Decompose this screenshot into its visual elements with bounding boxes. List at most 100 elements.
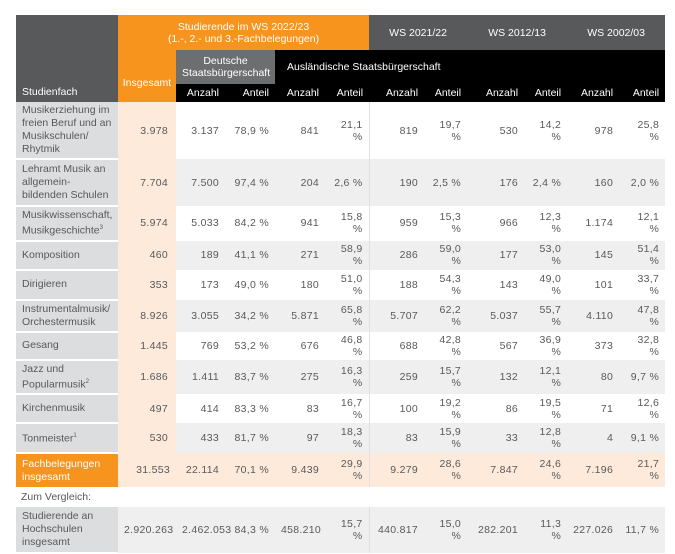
cell-anzahl: 1.174 xyxy=(585,217,614,230)
cell-anteil: 29,9 % xyxy=(325,453,370,487)
cell-anteil: 53,2 % xyxy=(234,339,269,352)
cell-insgesamt: 1.686 xyxy=(118,359,176,394)
cell-anzahl: 177 xyxy=(467,240,525,270)
cell-anteil: 83,7 % xyxy=(225,359,275,394)
cell-anzahl: 145 xyxy=(567,240,620,270)
row-label-text: Komposition xyxy=(22,248,80,261)
cell-anzahl: 80 xyxy=(567,359,620,394)
table-row: Komposition 460 189 41,1 % 271 58,9 % 286 59,0 … xyxy=(16,240,666,271)
cell-anteil: 84,3 % xyxy=(225,507,275,553)
cell-insgesamt: 5.974 xyxy=(118,206,176,241)
row-label-text: Fachbelegungen insgesamt xyxy=(22,457,101,483)
footnote-marker: 3 xyxy=(99,225,103,231)
cell-anzahl: 440.817 xyxy=(368,507,425,553)
cell-anzahl: 190 xyxy=(368,159,425,206)
row-label-text: Instrumentalmusik/ Orchestermusik xyxy=(22,302,111,328)
cell-anzahl: 282.201 xyxy=(467,507,525,553)
cell-anteil: 2,5 % xyxy=(424,159,468,206)
cell-anzahl: 688 xyxy=(368,331,425,360)
cell-anzahl: 530 xyxy=(499,124,519,137)
row-label: Fachbelegungen insgesamt xyxy=(16,453,118,487)
header-ws2012: WS 2012/13 xyxy=(467,15,568,50)
cell-anteil: 19,2 % xyxy=(439,396,462,421)
cell-anzahl: 966 xyxy=(499,217,519,230)
header-insgesamt: Insgesamt xyxy=(118,50,176,102)
cell-anteil: 15,9 % xyxy=(424,423,468,453)
cell-anzahl: 204 xyxy=(275,159,325,206)
cell-anteil: 11,3 % xyxy=(524,507,568,553)
cell-anteil: 97,4 % xyxy=(225,159,275,206)
cell-anteil: 81,7 % xyxy=(225,423,275,453)
cell-insgesamt: 460 xyxy=(118,240,176,270)
cell-anteil: 9,1 % xyxy=(619,423,666,453)
cell-anteil: 47,8 % xyxy=(619,299,666,332)
cell-anteil: 32,8 % xyxy=(637,333,660,358)
cell-insgesamt: 497 xyxy=(118,394,176,423)
subheader-anzahl: Anzahl xyxy=(275,84,325,102)
cell-anteil: 21,1 % xyxy=(340,118,363,143)
cell-anteil: 16,7 % xyxy=(340,396,363,421)
cell-anzahl: 86 xyxy=(505,402,519,415)
row-label: Komposition xyxy=(16,240,118,271)
cell-anteil: 83,3 % xyxy=(234,402,269,415)
row-label-text: Kirchenmusik xyxy=(22,402,86,414)
row-label: Musikwissenschaft, Musikgeschichte3 xyxy=(16,206,118,242)
cell-anzahl: 819 xyxy=(368,102,425,159)
cell-anteil: 51,4 % xyxy=(619,240,666,270)
cell-anzahl: 173 xyxy=(200,278,219,291)
table-row: Instrumentalmusik/ Orchestermusik 8.926 3.… xyxy=(16,299,666,333)
cell-anteil: 12,3 % xyxy=(539,211,562,236)
cell-anzahl: 9.439 xyxy=(275,453,325,487)
table-row: Kirchenmusik 497 414 83,3 % 83 16,7 % 100 19,2 … xyxy=(16,394,665,424)
cell-anzahl: 83 xyxy=(306,402,319,415)
table-row: Musikerziehung im freien Beruf und an Mu… xyxy=(16,102,665,160)
cell-anzahl: 22.114 xyxy=(176,453,225,487)
cell-anzahl: 5.871 xyxy=(275,299,325,332)
cell-insgesamt: 8.926 xyxy=(118,299,176,332)
cell-anteil: 25,8 % xyxy=(637,118,660,143)
cell-anzahl: 180 xyxy=(300,278,319,291)
cell-anzahl: 275 xyxy=(275,359,325,394)
cell-anzahl: 5.033 xyxy=(191,217,219,230)
cell-anzahl: 7.196 xyxy=(567,453,620,487)
cell-insgesamt: 530 xyxy=(118,423,176,453)
cell-anzahl: 4 xyxy=(567,423,620,453)
cell-anzahl: 2.462.053 xyxy=(176,507,231,553)
cell-anzahl: 286 xyxy=(368,240,425,270)
cell-anteil: 78,9 % xyxy=(234,124,269,137)
table-row: Musikwissenschaft, Musikgeschichte3 5.974… xyxy=(16,206,665,242)
cell-anzahl: 414 xyxy=(200,402,219,415)
table-row: Dirigieren 353 173 49,0 % 180 51,0 % 188 54,3 %… xyxy=(16,269,665,301)
cell-anzahl: 132 xyxy=(467,359,525,394)
row-label-text: Jazz und Popularmusik xyxy=(22,362,86,391)
cell-anteil: 53,0 % xyxy=(524,240,568,270)
cell-anzahl: 33 xyxy=(467,423,525,453)
student-statistics-table: Studienfach Studierende im WS 2022/23 (1… xyxy=(16,15,666,554)
cell-anteil: 19,7 % xyxy=(439,118,462,143)
cell-anzahl: 458.210 xyxy=(275,507,325,553)
cell-anzahl: 1.411 xyxy=(176,359,225,394)
cell-anteil: 42,8 % xyxy=(439,333,462,358)
cell-anteil: 59,0 % xyxy=(424,240,468,270)
cell-anteil: 2,0 % xyxy=(619,159,666,206)
table-row: Studierende an Hochschulen insgesamt 2.92… xyxy=(16,507,666,554)
cell-anteil: 51,0 % xyxy=(340,272,363,297)
row-label-text: Gesang xyxy=(22,339,59,351)
cell-anzahl: 4.110 xyxy=(567,299,620,332)
cell-anzahl: 978 xyxy=(594,124,614,137)
table-row: Fachbelegungen insgesamt 31.553 22.114 70,1… xyxy=(16,453,666,487)
cell-anzahl: 9.279 xyxy=(368,453,425,487)
row-label: Instrumentalmusik/ Orchestermusik xyxy=(16,299,118,333)
cell-anzahl: 189 xyxy=(176,240,225,270)
row-label: Studierende an Hochschulen insgesamt xyxy=(16,507,118,554)
cell-anteil: 84,2 % xyxy=(234,217,269,230)
cell-anteil: 19,5 % xyxy=(539,396,562,421)
cell-anteil: 41,1 % xyxy=(225,240,275,270)
cell-anzahl: 101 xyxy=(594,278,614,291)
cell-anteil: 70,1 % xyxy=(225,453,275,487)
subheader-anteil: Anteil xyxy=(424,84,468,102)
table-row: Gesang 1.445 769 53,2 % 676 46,8 % 688 42,8 % 56… xyxy=(16,331,665,361)
cell-insgesamt: 3.978 xyxy=(118,102,176,159)
cell-anteil: 15,7 % xyxy=(424,359,468,394)
table-row: Tonmeister1 530 433 81,7 % 97 18,3 % 83 15,9 % 3… xyxy=(16,423,666,454)
